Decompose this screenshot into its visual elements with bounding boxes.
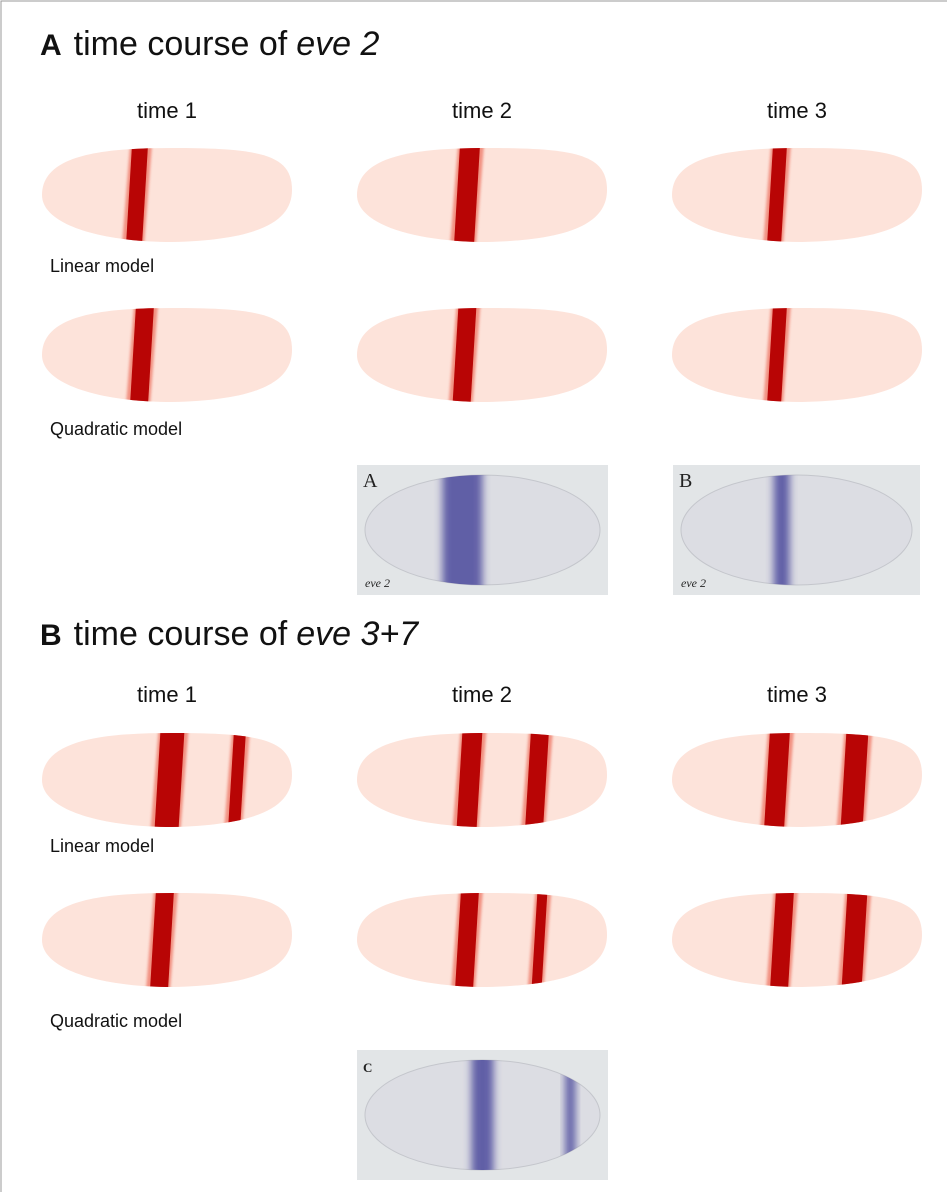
photo-embryo	[365, 475, 600, 585]
photo-embryo	[681, 475, 912, 585]
column-label: time 3	[767, 682, 827, 707]
panel-gene: eve 2	[296, 25, 379, 63]
column-label: time 1	[137, 682, 197, 707]
panel-gene: eve 3+7	[296, 615, 419, 653]
embryo	[672, 148, 922, 242]
photo-stripe	[472, 1050, 494, 1180]
embryo	[42, 148, 292, 242]
photo-letter: C	[363, 1060, 372, 1075]
photo-caption: eve 2	[365, 576, 390, 590]
photo-caption: eve 2	[681, 576, 706, 590]
panel-letter: A	[40, 29, 62, 62]
photo-stripe	[442, 465, 482, 595]
photo-stripes	[774, 465, 790, 595]
embryo	[42, 308, 292, 402]
embryo	[672, 308, 922, 402]
embryo	[672, 733, 922, 827]
photo-stripe	[774, 465, 790, 595]
embryo	[357, 893, 607, 987]
photo-letter: A	[363, 470, 378, 492]
photo-letter: B	[679, 470, 692, 492]
panel-title-text: time course of	[74, 615, 288, 653]
row-label: Quadratic model	[50, 1011, 182, 1031]
embryo	[357, 308, 607, 402]
embryo	[672, 893, 922, 987]
panel-letter: B	[40, 619, 62, 652]
panel-title-text: time course of	[74, 25, 288, 63]
row-label: Linear model	[50, 256, 154, 276]
column-label: time 1	[137, 98, 197, 123]
row-label: Quadratic model	[50, 419, 182, 439]
photo-stripes	[442, 465, 482, 595]
column-label: time 3	[767, 98, 827, 123]
column-label: time 2	[452, 98, 512, 123]
figure: Atime course ofeve 2time 1time 2time 3Li…	[0, 0, 947, 1192]
column-label: time 2	[452, 682, 512, 707]
row-label: Linear model	[50, 836, 154, 856]
